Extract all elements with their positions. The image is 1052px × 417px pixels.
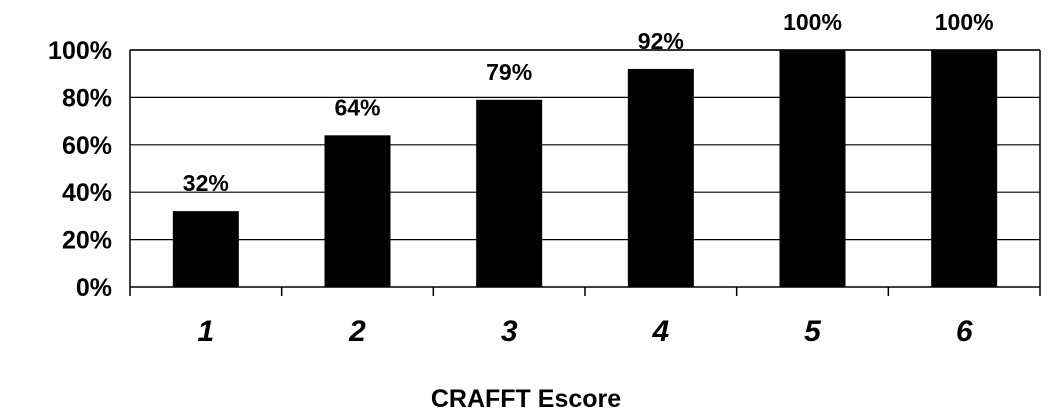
y-tick-label: 60%	[62, 132, 112, 160]
x-tick-label: 1	[197, 315, 214, 348]
y-tick-label: 20%	[62, 227, 112, 255]
data-labels: 32% 64% 79% 92% 100% 100%	[183, 9, 994, 196]
x-tick-label: 2	[348, 315, 366, 348]
data-label-6: 100%	[935, 9, 994, 35]
bars	[172, 50, 998, 288]
y-tick-label: 100%	[48, 37, 112, 65]
bar-2	[324, 135, 391, 287]
data-label-4: 92%	[638, 28, 684, 54]
y-tick-label: 40%	[62, 179, 112, 207]
gridlines	[130, 49, 1040, 241]
x-tick-label: 4	[651, 315, 669, 348]
x-tick-labels: 1 2 3 4 5 6	[197, 315, 972, 348]
bar-5	[779, 50, 846, 287]
y-tick-label: 80%	[62, 84, 112, 112]
x-axis-title: CRAFFT Escore	[431, 385, 621, 413]
bar-6	[931, 50, 998, 287]
x-tick-label: 3	[501, 315, 518, 348]
x-tick-label: 6	[956, 315, 973, 348]
bar-4	[627, 68, 694, 288]
y-tick-labels: 0% 20% 40% 60% 80% 100%	[48, 37, 112, 302]
data-label-2: 64%	[334, 94, 380, 120]
y-tick-label: 0%	[76, 274, 112, 302]
bar-1	[172, 211, 239, 287]
axes	[129, 49, 1041, 296]
data-label-1: 32%	[183, 170, 229, 196]
data-label-3: 79%	[486, 59, 532, 85]
bar-3	[476, 99, 543, 288]
x-tick-label: 5	[804, 315, 822, 348]
data-label-5: 100%	[783, 9, 842, 35]
